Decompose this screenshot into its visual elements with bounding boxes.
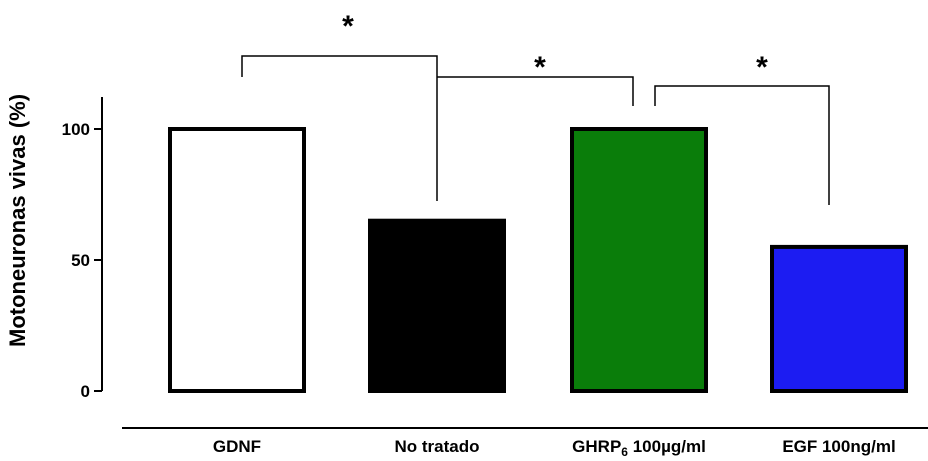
bar-ghrp6-100-g-ml xyxy=(570,127,708,393)
y-tick-label: 50 xyxy=(71,251,90,270)
significance-bracket xyxy=(654,85,830,205)
significance-bracket xyxy=(437,76,634,106)
significance-star: * xyxy=(756,51,768,84)
x-category-label: GDNF xyxy=(213,437,261,456)
x-category-label: No tratado xyxy=(395,437,480,456)
bar-no-tratado xyxy=(368,218,506,393)
x-category-label: EGF 100ng/ml xyxy=(782,437,895,456)
significance-star: * xyxy=(342,10,354,43)
y-tick-label: 100 xyxy=(62,120,90,139)
bar-gdnf xyxy=(168,127,306,393)
y-tick-label: 0 xyxy=(81,382,90,401)
significance-bracket xyxy=(241,55,438,201)
bar-egf-100ng-ml xyxy=(770,244,908,393)
x-category-label: GHRP6 100µg/ml xyxy=(572,437,706,459)
significance-star: * xyxy=(534,51,546,84)
y-axis-label: Motoneuronas vivas (%) xyxy=(5,93,30,347)
